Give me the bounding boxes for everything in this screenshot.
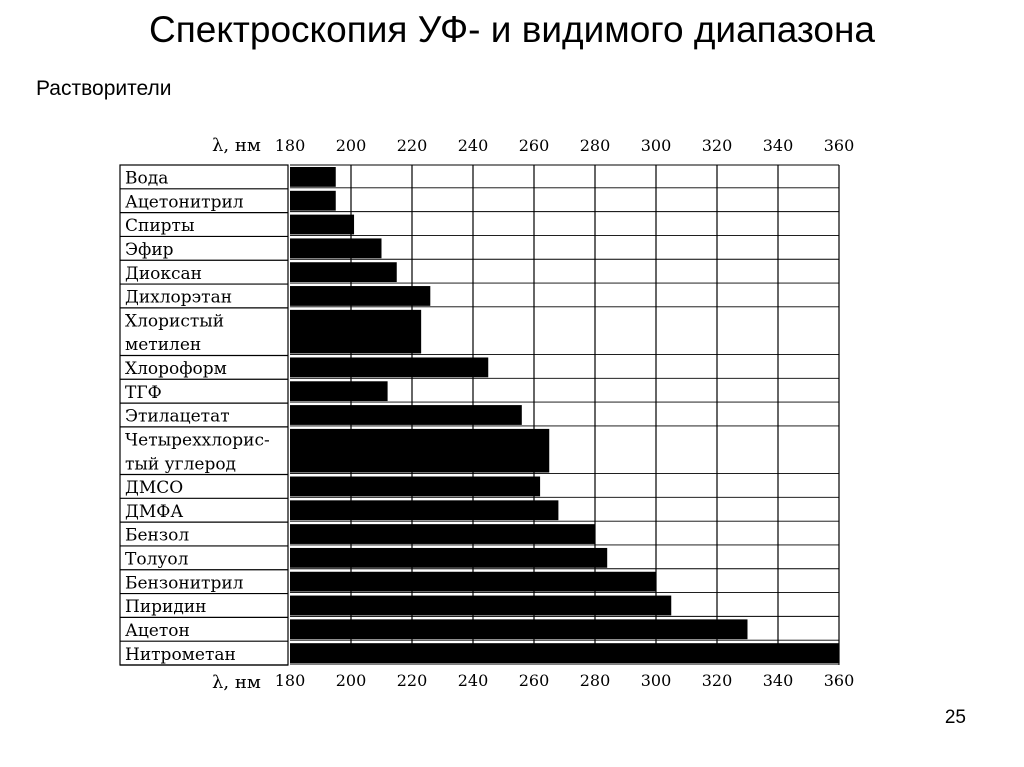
tick-label-top-360: 360 — [824, 136, 855, 155]
tick-label-bottom-280: 280 — [580, 671, 611, 690]
category-label: Пиридин — [125, 597, 207, 617]
category-label: ТГФ — [125, 383, 162, 403]
tick-label-bottom-340: 340 — [763, 671, 794, 690]
category-label: Бензол — [125, 526, 189, 546]
bar-3 — [290, 214, 355, 235]
tick-label-top-260: 260 — [519, 136, 550, 155]
category-label: Хлористый — [125, 311, 224, 331]
x-axis-label-top: λ, нм — [212, 135, 261, 156]
category-label: Спирты — [125, 216, 195, 236]
bar-8 — [290, 357, 489, 378]
bar-5 — [290, 262, 397, 283]
category-label: Нитрометан — [125, 645, 236, 665]
tick-label-bottom-260: 260 — [519, 671, 550, 690]
category-label: Вода — [125, 169, 168, 189]
bar-10 — [290, 405, 522, 425]
bar-12 — [290, 476, 541, 497]
chart-bars — [290, 167, 839, 663]
tick-label-bottom-180: 180 — [275, 671, 306, 690]
tick-label-top-280: 280 — [580, 136, 611, 155]
category-label: Бензонитрил — [125, 573, 244, 593]
bar-7 — [290, 309, 422, 354]
bar-19 — [290, 643, 839, 663]
bar-11 — [290, 428, 550, 473]
slide-number: 25 — [944, 707, 966, 728]
bar-9 — [290, 381, 388, 402]
bar-13 — [290, 500, 559, 521]
category-label: Ацетон — [125, 621, 190, 641]
bar-17 — [290, 595, 672, 616]
label-box — [119, 164, 289, 666]
slide-subtitle: Растворители — [36, 77, 172, 100]
bar-2 — [290, 190, 336, 211]
tick-label-top-200: 200 — [336, 136, 367, 155]
tick-label-bottom-200: 200 — [336, 671, 367, 690]
category-label: тый углерод — [125, 454, 236, 474]
tick-label-top-180: 180 — [275, 136, 306, 155]
category-label: ДМСО — [125, 478, 183, 498]
x-axis-label-bottom: λ, нм — [212, 672, 261, 693]
category-label: метилен — [125, 335, 201, 355]
bar-4 — [290, 238, 382, 259]
tick-label-bottom-360: 360 — [824, 671, 855, 690]
bar-14 — [290, 524, 595, 544]
tick-label-bottom-300: 300 — [641, 671, 672, 690]
category-label: Диоксан — [125, 264, 202, 284]
tick-label-bottom-240: 240 — [458, 671, 489, 690]
category-label: Эфир — [125, 240, 174, 260]
category-label: Ацетонитрил — [125, 192, 244, 212]
tick-label-bottom-320: 320 — [702, 671, 733, 690]
chart-labels: Вода Ацетонитрил Спирты Эфир Диоксан Дихлорэт… — [125, 169, 270, 665]
bar-1 — [290, 167, 336, 187]
tick-label-top-300: 300 — [641, 136, 672, 155]
slide-title: Спектроскопия УФ- и видимого диапазона — [149, 9, 875, 50]
bar-18 — [290, 619, 748, 640]
tick-label-top-220: 220 — [397, 136, 428, 155]
tick-label-top-340: 340 — [763, 136, 794, 155]
tick-label-bottom-220: 220 — [397, 671, 428, 690]
category-label: Четыреххлорис- — [125, 430, 270, 450]
tick-label-top-240: 240 — [458, 136, 489, 155]
bar-16 — [290, 571, 656, 592]
bar-6 — [290, 286, 431, 306]
category-label: Этилацетат — [125, 407, 230, 427]
category-label: Хлороформ — [125, 359, 227, 379]
tick-label-top-320: 320 — [702, 136, 733, 155]
category-label: ДМФА — [125, 502, 183, 522]
bar-15 — [290, 547, 608, 568]
category-label: Толуол — [125, 550, 189, 570]
chart-axes: λ, нм λ, нм 180 180 200 200 220 220 240 240 260 260… — [119, 135, 855, 693]
category-label: Дихлорэтан — [125, 288, 232, 308]
